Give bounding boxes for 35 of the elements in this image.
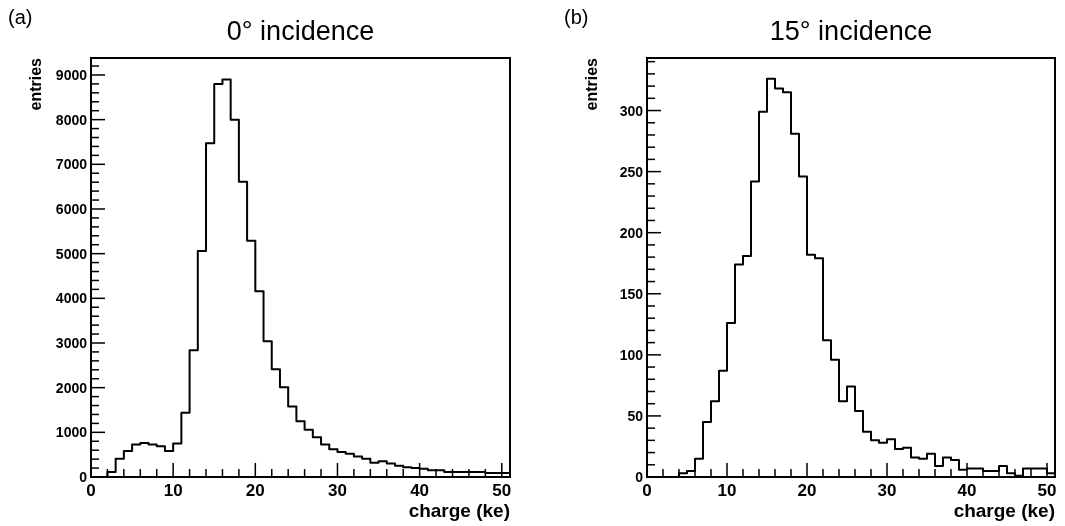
y-axis-title: entries xyxy=(27,57,44,111)
x-tick-label: 40 xyxy=(410,481,430,500)
x-axis-title: charge (ke) xyxy=(408,500,510,521)
y-tick-label: 6000 xyxy=(55,200,88,217)
y-tick-label: 0 xyxy=(79,469,88,485)
chart-title: 0° incidence xyxy=(226,16,375,46)
y-axis-title: entries xyxy=(583,57,600,111)
x-tick-label: 50 xyxy=(492,481,512,500)
text: (a) xyxy=(8,6,33,28)
y-tick-label: 200 xyxy=(619,224,644,241)
y-tick-label: 50 xyxy=(627,407,644,424)
y-tick-label: 150 xyxy=(619,285,644,302)
x-tick-label: 10 xyxy=(163,481,183,500)
x-axis-title: charge (ke) xyxy=(953,500,1055,521)
x-tick-label: 20 xyxy=(797,481,817,500)
y-tick-label: 8000 xyxy=(55,111,88,128)
x-tick-label: 30 xyxy=(328,481,347,500)
y-tick-label: 3000 xyxy=(55,334,88,351)
y-tick-label: 7000 xyxy=(55,156,88,173)
y-tick-label: 4000 xyxy=(55,290,88,307)
chart-title: 15° incidence xyxy=(769,16,933,46)
y-tick-label: 1000 xyxy=(55,424,88,441)
x-tick-label: 30 xyxy=(877,481,897,500)
y-tick-label: 100 xyxy=(619,346,644,363)
x-tick-label: 20 xyxy=(245,481,265,500)
y-tick-label: 0 xyxy=(635,469,644,485)
text: (b) xyxy=(564,6,589,28)
y-tick-label: 250 xyxy=(619,163,644,180)
y-tick-label: 5000 xyxy=(55,245,88,262)
y-tick-label: 9000 xyxy=(55,66,88,83)
y-tick-label: 300 xyxy=(619,102,644,119)
x-tick-label: 40 xyxy=(957,481,977,500)
y-tick-label: 2000 xyxy=(55,379,88,396)
x-tick-label: 50 xyxy=(1037,481,1057,500)
x-tick-label: 10 xyxy=(717,481,737,500)
